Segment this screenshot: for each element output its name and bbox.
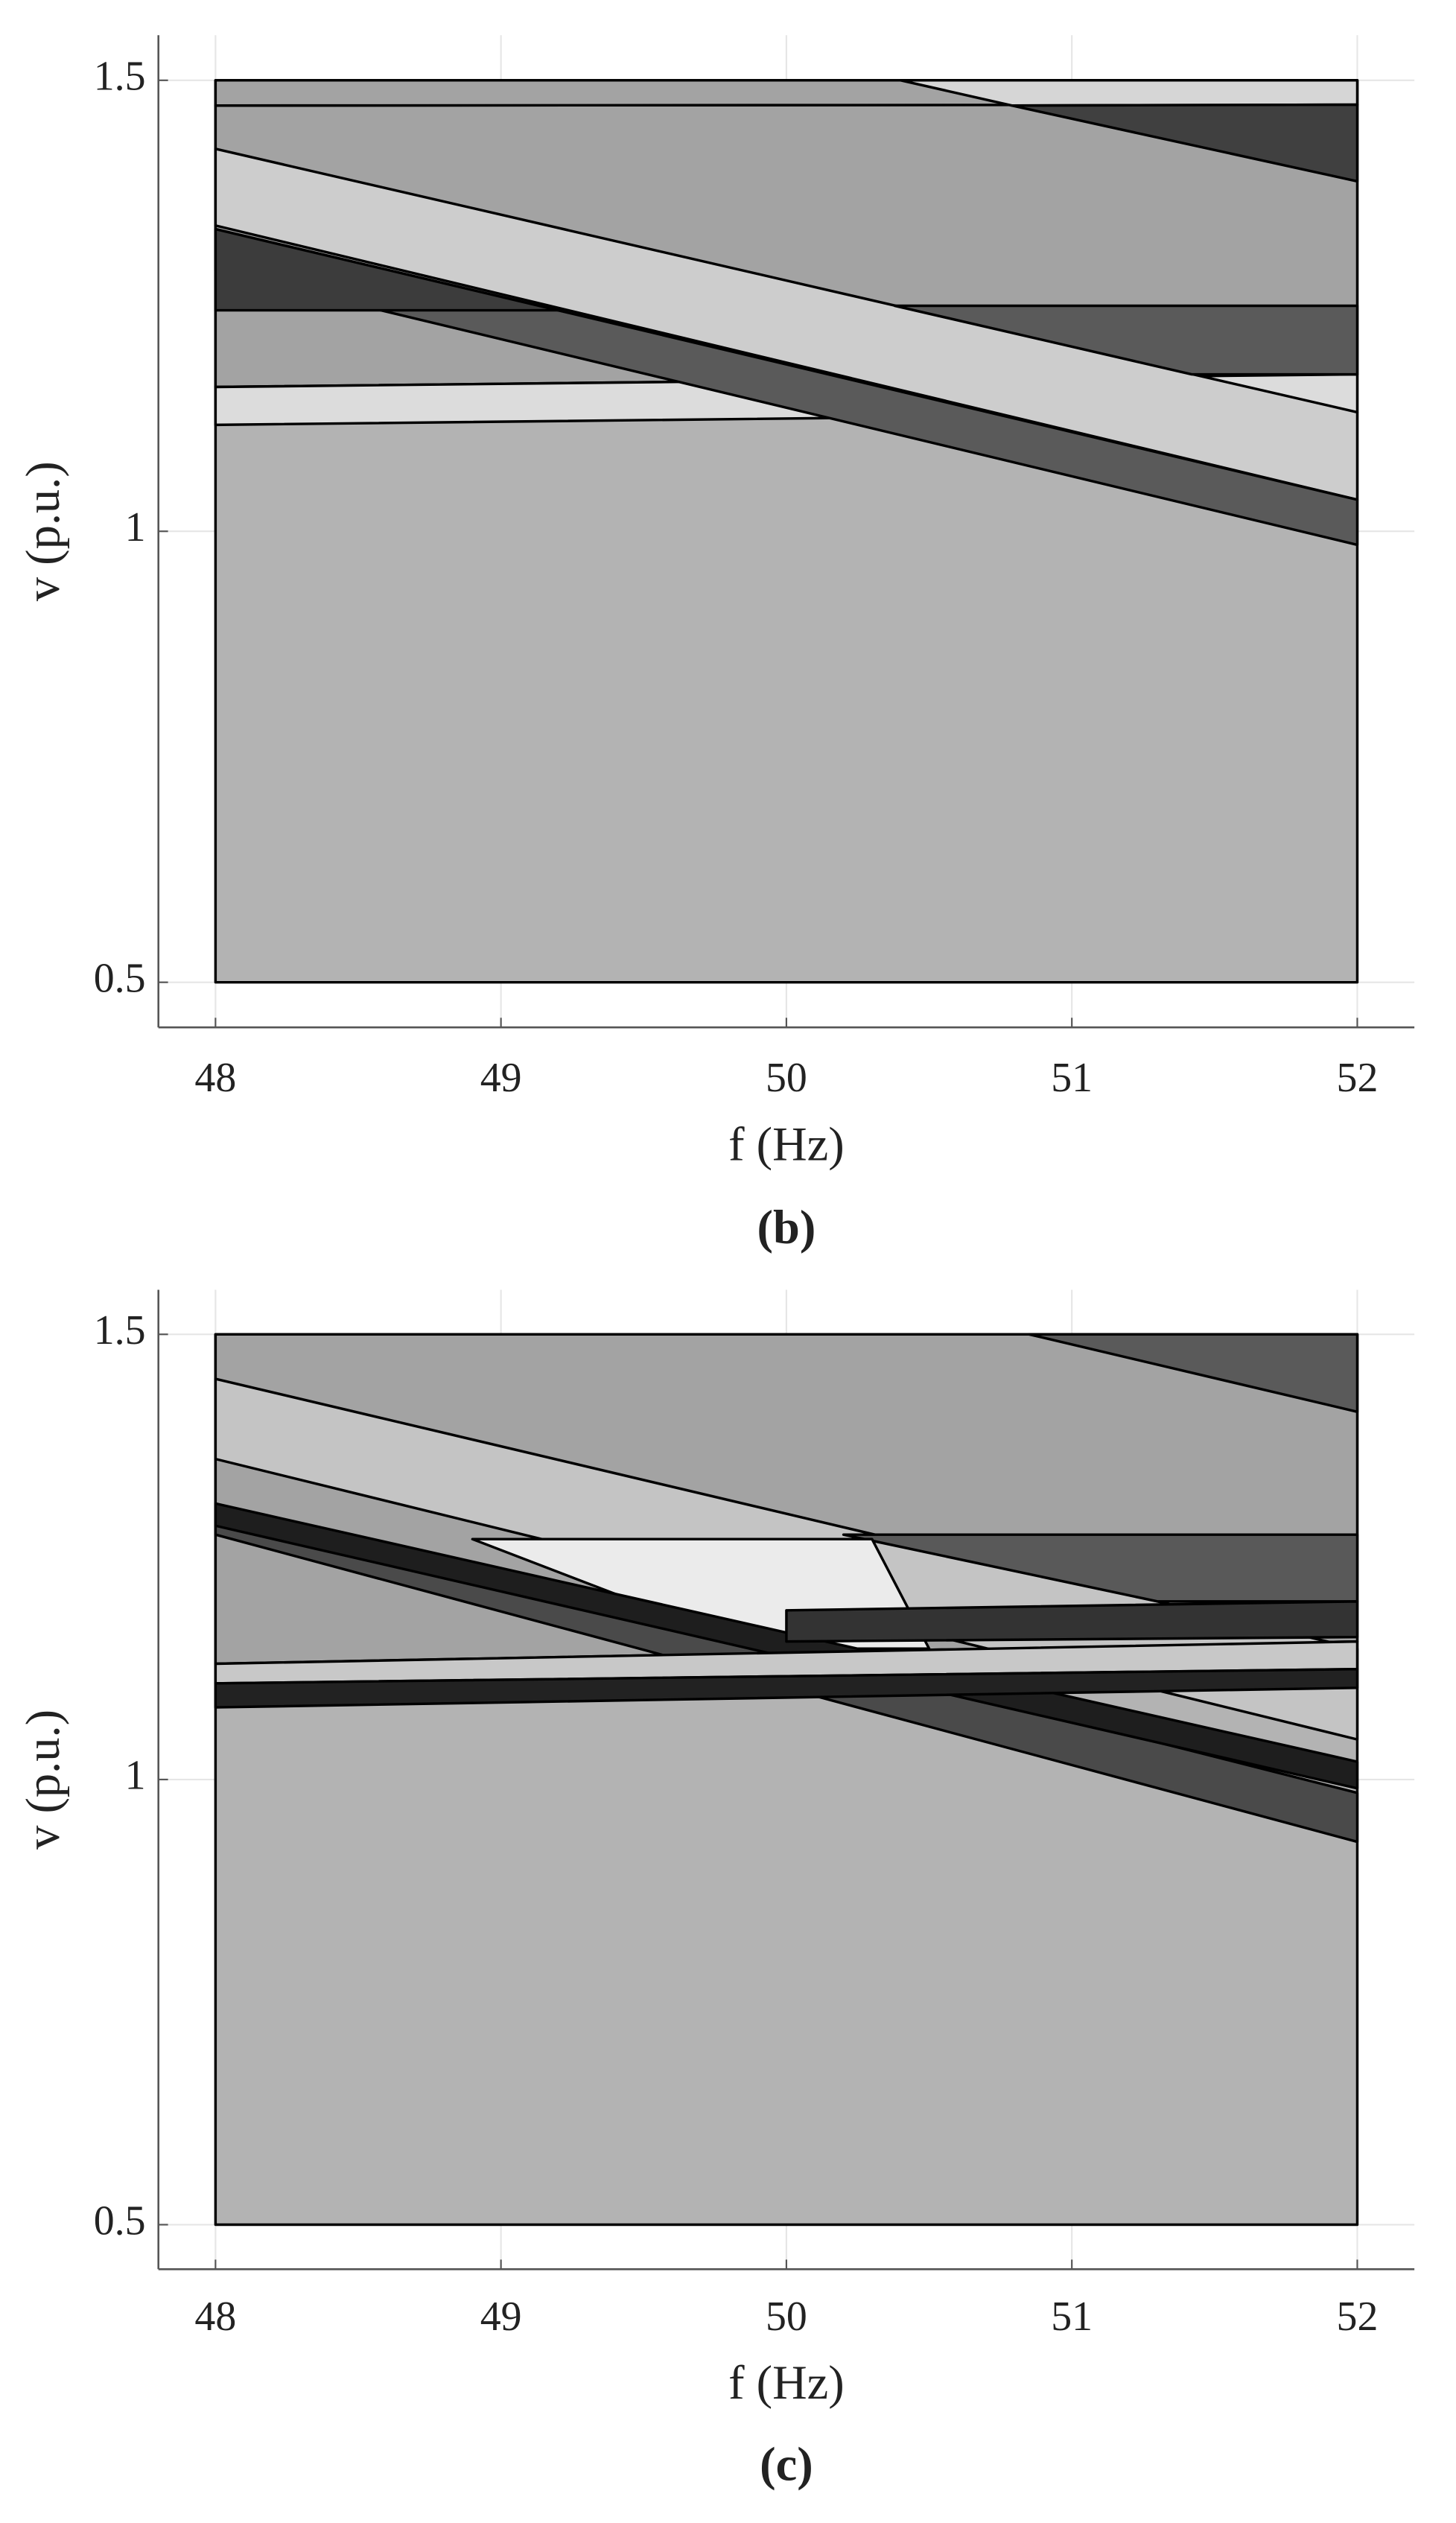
y-axis-label: v (p.u.) <box>16 1710 69 1850</box>
x-tick-label: 50 <box>766 2294 807 2340</box>
x-tick-label: 48 <box>194 2294 236 2340</box>
x-axis-label: f (Hz) <box>728 1117 845 1170</box>
y-tick-label: 1.5 <box>94 54 146 100</box>
x-tick-label: 52 <box>1337 1055 1379 1101</box>
region <box>214 1667 1359 1709</box>
x-axis-label: f (Hz) <box>728 2356 845 2409</box>
y-tick-label: 1 <box>125 504 146 550</box>
y-axis-label: v (p.u.) <box>16 461 69 601</box>
x-tick-label: 48 <box>194 1055 236 1101</box>
x-tick-label: 51 <box>1051 2294 1093 2340</box>
x-tick-label: 52 <box>1337 2294 1379 2340</box>
y-tick-label: 1 <box>125 1753 146 1799</box>
caption: (c) <box>760 2438 813 2491</box>
region <box>785 1600 1359 1643</box>
y-tick-label: 1.5 <box>94 1307 146 1353</box>
x-tick-label: 50 <box>766 1055 807 1101</box>
caption: (b) <box>757 1201 816 1254</box>
region <box>1010 103 1359 183</box>
x-tick-label: 49 <box>480 1055 522 1101</box>
x-tick-label: 49 <box>480 2294 522 2340</box>
y-tick-label: 0.5 <box>94 2197 146 2244</box>
x-tick-label: 51 <box>1051 1055 1093 1101</box>
y-tick-label: 0.5 <box>94 955 146 1001</box>
region <box>1027 1333 1359 1413</box>
region <box>214 227 560 312</box>
region <box>893 304 1359 376</box>
